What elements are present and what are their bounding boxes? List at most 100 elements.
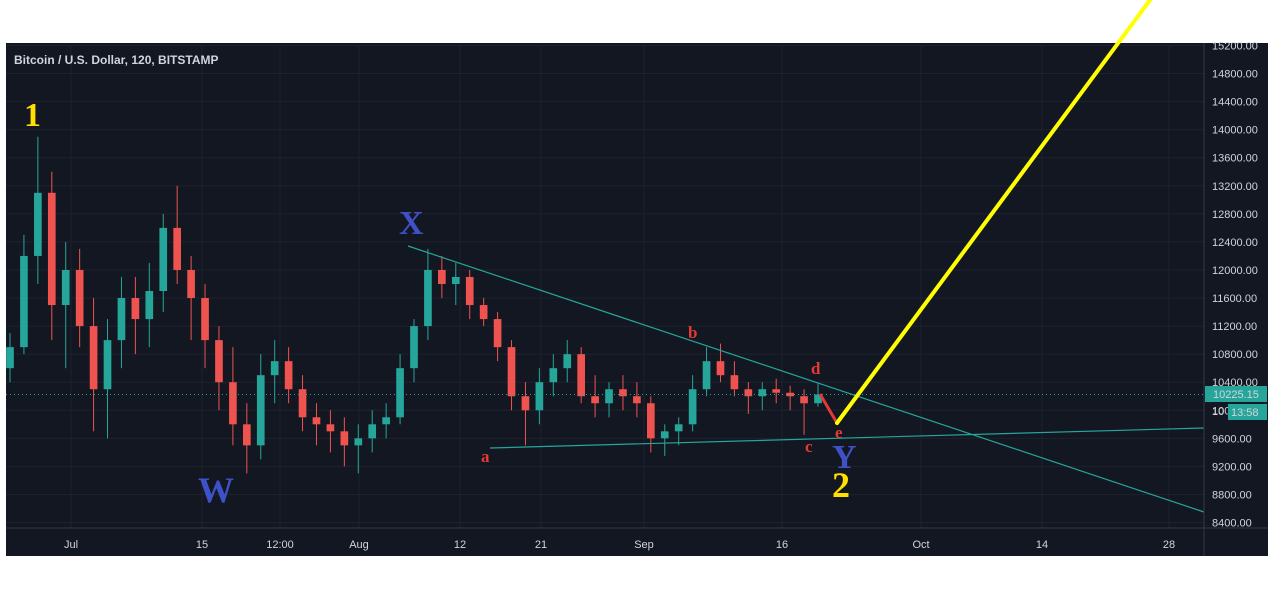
candle-body — [800, 396, 808, 404]
price-tick-label: 14400.00 — [1212, 97, 1258, 109]
lower-trendline — [489, 427, 1205, 449]
candle-body — [229, 382, 237, 425]
price-axis: 15200.00 14800.00 14400.00 14000.00 13600.00… — [1212, 41, 1258, 530]
wave-label-1: 1 — [24, 97, 41, 134]
candle-body — [479, 305, 488, 320]
price-tick-label: 11600.00 — [1212, 293, 1257, 305]
candle-body — [34, 192, 42, 256]
candle-body — [396, 368, 404, 418]
candle-body — [438, 269, 446, 284]
candles — [6, 136, 822, 474]
wave-label-y: Y — [832, 439, 857, 476]
current-price-badge: 10225.15 — [1205, 386, 1267, 402]
wave-label-x: X — [399, 205, 424, 242]
time-tick-label: 28 — [1163, 539, 1175, 551]
candle-body — [368, 424, 377, 439]
time-tick-label: 12 — [454, 539, 466, 551]
candle-body — [242, 424, 251, 446]
time-tick-label: Aug — [349, 539, 369, 551]
candle-body — [312, 417, 321, 425]
candle-body — [493, 319, 502, 348]
candle-body — [716, 361, 725, 376]
candle-body — [424, 269, 432, 327]
price-tick-label: 11200.00 — [1212, 321, 1257, 333]
time-tick-label: 21 — [535, 539, 547, 551]
wave-label-w: W — [198, 470, 234, 510]
wave-label-2: 2 — [832, 465, 850, 505]
chart-title: Bitcoin / U.S. Dollar, 120, BITSTAMP — [14, 53, 218, 67]
candle-body — [103, 340, 112, 390]
sub-label-c: c — [805, 437, 813, 456]
candle-body — [89, 326, 98, 390]
candle-body — [702, 361, 711, 390]
candle-body — [326, 424, 335, 432]
candle-body — [674, 424, 683, 432]
time-axis: Jul 15 12:00 Aug 12 21 Sep 16 Oct 14 28 — [64, 539, 1175, 551]
price-tick-label: 12000.00 — [1212, 265, 1258, 277]
candle-body — [633, 396, 641, 404]
candle-body — [75, 269, 84, 327]
price-tick-label: 12400.00 — [1212, 237, 1258, 249]
candle-body — [117, 298, 126, 341]
time-tick-label: 14 — [1036, 539, 1048, 551]
candle-body — [256, 375, 265, 446]
candle-body — [758, 389, 767, 397]
price-tick-label: 8400.00 — [1212, 518, 1252, 530]
candle-body — [187, 269, 195, 299]
price-tick-label: 13600.00 — [1212, 153, 1258, 165]
candle-body — [619, 389, 627, 397]
candle-body — [465, 276, 474, 306]
candle-body — [549, 368, 558, 383]
overlays — [6, 0, 1205, 513]
time-tick-label: 15 — [196, 539, 208, 551]
candle-body — [201, 298, 209, 341]
chart-background — [6, 43, 1268, 556]
price-tick-label: 14800.00 — [1212, 69, 1258, 81]
candle-body — [284, 361, 293, 390]
candle-body — [173, 227, 182, 270]
candle-body — [744, 389, 753, 397]
candle-body — [646, 403, 655, 439]
countdown-badge: 13:58 — [1228, 404, 1267, 420]
sub-label-a: a — [481, 447, 490, 466]
price-tick-label: 15200.00 — [1212, 41, 1258, 53]
candle-body — [298, 389, 307, 418]
candle-body — [159, 227, 168, 292]
time-tick-label: Jul — [64, 539, 78, 551]
price-tick-label: 10800.00 — [1212, 349, 1258, 361]
current-price-label: 10225.15 — [1213, 389, 1259, 401]
candle-body — [6, 347, 14, 369]
sub-label-b: b — [688, 323, 697, 342]
price-tick-label: 14000.00 — [1212, 125, 1258, 137]
candle-body — [270, 361, 279, 376]
partial-price-tick: 10 — [1212, 406, 1224, 418]
candle-body — [354, 438, 363, 446]
candle-body — [145, 291, 154, 320]
price-tick-label: 9200.00 — [1212, 461, 1252, 473]
candle-body — [521, 396, 530, 411]
candle-body — [730, 375, 739, 390]
candle-body — [47, 192, 56, 306]
candle-body — [507, 347, 516, 397]
price-tick-label: 12800.00 — [1212, 209, 1258, 221]
projection-line — [835, 0, 1152, 425]
candle-body — [688, 389, 697, 425]
candle-body — [340, 431, 349, 446]
price-tick-label: 13200.00 — [1212, 181, 1258, 193]
candle-body — [605, 389, 613, 404]
sub-label-e: e — [835, 423, 843, 442]
wave-labels: 1 W X Y 2 a b c d e — [24, 97, 857, 510]
time-tick-label: Oct — [912, 539, 929, 551]
countdown-label: 13:58 — [1231, 407, 1259, 419]
candle-body — [535, 382, 544, 411]
candle-body — [131, 298, 140, 320]
candle-body — [591, 396, 599, 404]
candle-body — [215, 340, 223, 383]
wave-e-segment — [818, 393, 839, 424]
time-tick-label: 12:00 — [266, 539, 294, 551]
candle-body — [660, 431, 669, 439]
candle-body — [814, 394, 822, 404]
candle-body — [410, 326, 418, 369]
price-tick-label: 8800.00 — [1212, 489, 1252, 501]
